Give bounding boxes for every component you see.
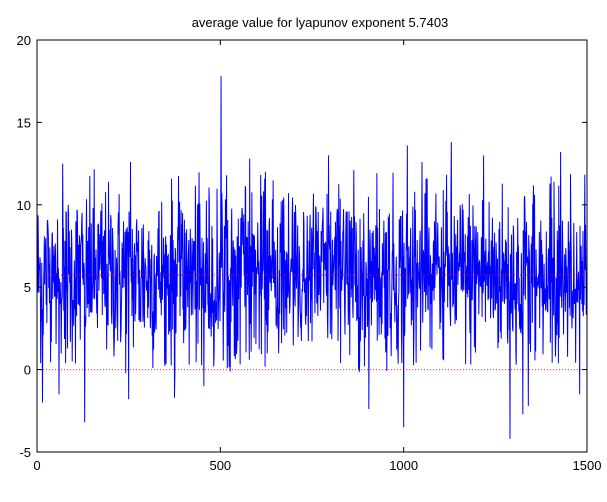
y-tick-label: 5: [24, 280, 31, 295]
y-axis: -5 0 5 10 15 20: [17, 33, 587, 460]
x-tick-label: 1000: [389, 458, 418, 473]
y-tick-label: 0: [24, 363, 31, 378]
axes-frame: [36, 39, 588, 453]
x-tick-label: 0: [33, 458, 40, 473]
y-tick-label: 20: [17, 33, 31, 48]
y-tick-label: 15: [17, 115, 31, 130]
chart-title: average value for lyapunov exponent 5.74…: [192, 15, 449, 30]
data-series-line: [36, 76, 588, 439]
x-tick-label: 500: [209, 458, 231, 473]
axes-box: [36, 39, 588, 453]
plot-area: [36, 76, 588, 439]
x-axis: 0 500 1000 1500: [33, 40, 601, 473]
y-tick-label: -5: [19, 445, 31, 460]
y-tick-label: 10: [17, 198, 31, 213]
x-tick-label: 1500: [573, 458, 602, 473]
